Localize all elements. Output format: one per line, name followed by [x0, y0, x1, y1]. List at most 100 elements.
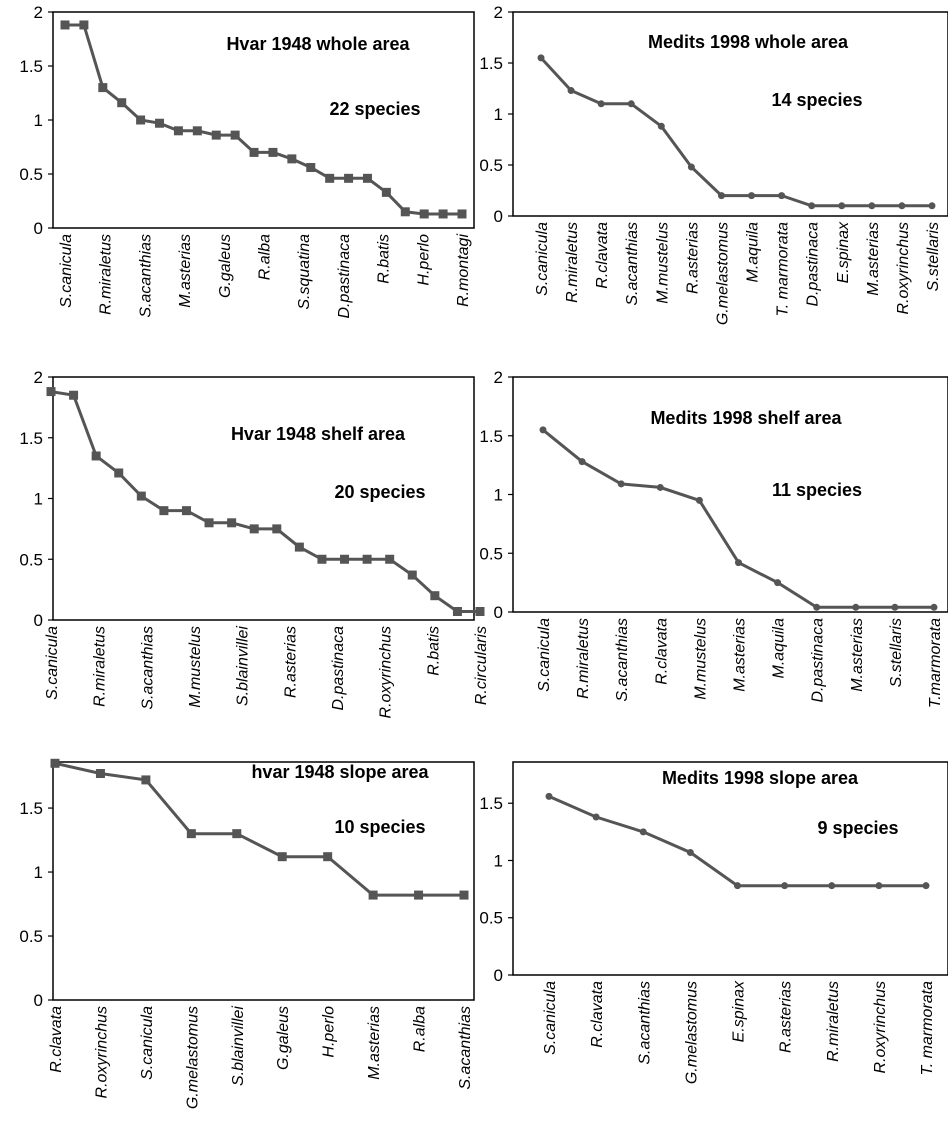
- data-point: [306, 163, 316, 173]
- y-tick-label: 1.5: [479, 794, 503, 813]
- x-tick-label: G.galeus: [217, 234, 234, 298]
- x-tick-label: G.galeus: [275, 1006, 292, 1070]
- x-tick-label: D.pastinaca: [805, 222, 822, 307]
- x-tick-label: E.spinax: [835, 221, 852, 283]
- x-tick-label: R.clavata: [594, 222, 611, 289]
- data-point: [268, 147, 278, 157]
- data-point: [774, 579, 782, 587]
- species-count-annotation: 9 species: [817, 818, 898, 838]
- x-tick-label: M.mustelus: [692, 618, 709, 700]
- x-tick-label: R.clavata: [653, 618, 670, 685]
- x-tick-label: R.alba: [412, 1006, 429, 1052]
- y-tick-label: 1: [34, 111, 43, 130]
- species-count-annotation: 22 species: [329, 99, 420, 119]
- data-point: [407, 570, 417, 580]
- x-tick-label: M.asterias: [732, 618, 749, 692]
- x-tick-label: S.acanthias: [614, 618, 631, 702]
- x-tick-label: R.oxyrinchus: [872, 981, 889, 1073]
- series-line: [539, 56, 932, 208]
- data-point: [414, 890, 424, 900]
- data-point: [875, 882, 883, 890]
- data-point: [79, 20, 89, 30]
- x-tick-label: M.mustelus: [187, 626, 204, 708]
- data-point: [159, 506, 169, 516]
- x-tick-label: S.acanthias: [137, 234, 154, 318]
- x-tick-label: R.montagi: [455, 234, 472, 307]
- x-tick-label: R.miraletus: [575, 618, 592, 699]
- x-tick-label: S.acanthias: [624, 222, 641, 306]
- data-point: [362, 173, 372, 183]
- data-point: [181, 506, 191, 516]
- data-point: [459, 890, 469, 900]
- data-point: [368, 890, 378, 900]
- x-tick-label: R.miraletus: [825, 981, 842, 1062]
- x-tick-label: S.canicula: [58, 234, 75, 308]
- y-tick-label: 1: [34, 490, 43, 509]
- x-tick-label: R.clavata: [48, 1006, 65, 1073]
- y-tick-label: 0: [34, 611, 43, 630]
- plot-frame: [512, 761, 948, 976]
- data-point: [922, 882, 930, 890]
- data-point: [117, 98, 127, 108]
- data-point: [385, 554, 395, 564]
- data-point: [344, 173, 354, 183]
- x-tick-label: M.mustelus: [654, 222, 671, 304]
- data-point: [294, 542, 304, 552]
- data-point: [930, 603, 938, 611]
- x-tick-label: R.circularis: [473, 626, 490, 705]
- x-tick-label: M.asterias: [865, 222, 882, 296]
- species-count-annotation: 20 species: [334, 482, 425, 502]
- x-tick-label: R.clavata: [589, 981, 606, 1048]
- series-line: [54, 761, 464, 897]
- data-point: [277, 852, 287, 862]
- data-point: [813, 603, 821, 611]
- data-point: [50, 758, 60, 768]
- x-tick-label: R.oxyrinchus: [378, 626, 395, 718]
- x-tick-label: M.aquila: [771, 618, 788, 679]
- x-tick-label: R.miraletus: [92, 626, 109, 707]
- x-tick-label: S.canicula: [534, 222, 551, 296]
- y-tick-label: 1: [34, 863, 43, 882]
- y-tick-label: 0.5: [19, 927, 43, 946]
- data-point: [578, 458, 586, 466]
- series-line: [548, 795, 926, 888]
- y-tick-label: 1.5: [479, 427, 503, 446]
- data-point: [639, 828, 647, 836]
- x-tick-label: R.asterias: [778, 981, 795, 1053]
- data-point: [735, 559, 742, 567]
- data-point: [597, 100, 605, 108]
- y-tick-label: 0.5: [19, 165, 43, 184]
- y-tick-label: 0.5: [479, 544, 503, 563]
- x-tick-label: T. marmorata: [775, 222, 792, 317]
- x-tick-label: S.canicula: [542, 981, 559, 1055]
- data-point: [249, 147, 259, 157]
- data-point: [457, 209, 467, 219]
- data-point: [438, 209, 448, 219]
- data-point: [192, 126, 202, 136]
- x-tick-label: S.canicula: [536, 618, 553, 692]
- x-tick-label: R.oxyrinchus: [895, 222, 912, 314]
- data-point: [60, 20, 70, 30]
- data-point: [136, 491, 146, 501]
- data-point: [91, 451, 101, 461]
- data-point: [808, 202, 816, 210]
- chart-panel-3: 0 0.5 1 1.5 2 Hvar 1948 shelf area 20 species S…: [19, 368, 490, 718]
- data-point: [778, 192, 786, 200]
- data-point: [323, 852, 333, 862]
- y-tick-label: 0.5: [479, 156, 503, 175]
- data-point: [748, 192, 756, 200]
- chart-title: hvar 1948 slope area: [251, 762, 429, 782]
- data-point: [325, 173, 335, 183]
- data-point: [452, 606, 462, 616]
- data-point: [340, 554, 350, 564]
- data-point: [734, 882, 741, 890]
- data-point: [141, 775, 151, 785]
- data-point: [567, 87, 575, 95]
- data-point: [656, 483, 664, 491]
- data-point: [46, 387, 56, 397]
- chart-panel-4: 0 0.5 1 1.5 2 Medits 1998 shelf area 11 specie…: [479, 368, 948, 708]
- chart-title: Medits 1998 shelf area: [650, 408, 842, 428]
- data-point: [362, 554, 372, 564]
- data-point: [186, 829, 196, 839]
- data-point: [114, 468, 124, 478]
